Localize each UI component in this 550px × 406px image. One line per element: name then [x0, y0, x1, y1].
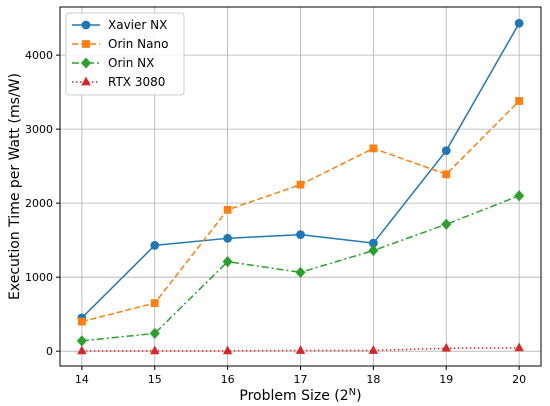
- data-point: [441, 146, 451, 156]
- legend-label: RTX 3080: [108, 75, 165, 89]
- legend-label: Orin Nano: [108, 37, 168, 51]
- x-tick-label: 20: [512, 373, 526, 386]
- data-point: [296, 230, 305, 240]
- y-tick-label: 4000: [25, 49, 53, 62]
- axis-ticks: 14 15 16 17 18 19 20 0 1000 2000 3000 4000: [25, 49, 526, 386]
- legend-item: Xavier NX: [72, 18, 167, 32]
- legend-marker: [82, 40, 90, 48]
- data-point: [150, 299, 159, 307]
- data-point: [223, 233, 233, 243]
- x-tick-label: 16: [221, 373, 235, 386]
- legend-label: Orin NX: [108, 56, 154, 70]
- legend-item: Orin Nano: [72, 37, 168, 51]
- legend-marker: [81, 20, 91, 30]
- series-orin-nano: [77, 97, 524, 326]
- data-point: [514, 342, 524, 352]
- data-point: [369, 144, 378, 153]
- data-point: [77, 345, 87, 355]
- x-axis-label: Problem Size (2N): [239, 387, 361, 405]
- series-rtx-3080: [77, 342, 524, 355]
- legend: Xavier NX Orin Nano Orin NX RTX 3080: [65, 12, 185, 96]
- y-axis-label: Execution Time per Watt (ms/W): [7, 73, 23, 300]
- y-tick-label: 3000: [25, 123, 53, 136]
- x-tick-label: 15: [148, 373, 162, 386]
- series-xavier-nx: [77, 18, 524, 323]
- x-tick-label: 19: [439, 373, 453, 386]
- series-layer: [76, 18, 525, 355]
- y-tick-label: 2000: [25, 197, 53, 210]
- x-tick-label: 17: [294, 373, 308, 386]
- data-point: [514, 18, 524, 28]
- legend-marker: [81, 76, 91, 86]
- data-point: [368, 345, 379, 354]
- legend-item: RTX 3080: [72, 75, 165, 89]
- data-point: [442, 170, 451, 179]
- legend-item: Orin NX: [72, 56, 154, 70]
- legend-marker: [80, 57, 92, 69]
- data-point: [295, 345, 306, 354]
- data-point: [295, 266, 306, 278]
- data-point: [222, 345, 233, 355]
- data-point: [296, 180, 305, 189]
- data-point: [441, 342, 451, 352]
- data-point: [222, 256, 233, 268]
- y-tick-label: 0: [46, 345, 53, 358]
- y-tick-label: 1000: [25, 271, 53, 284]
- series-orin-nx: [76, 190, 525, 347]
- x-tick-label: 14: [75, 373, 89, 386]
- data-point: [76, 335, 87, 347]
- data-point: [77, 317, 86, 326]
- data-point: [150, 240, 160, 250]
- data-point: [515, 97, 524, 105]
- data-point: [223, 205, 232, 214]
- x-tick-label: 18: [366, 373, 380, 386]
- data-point: [149, 327, 160, 340]
- data-point: [368, 244, 379, 257]
- legend-box: [65, 12, 185, 96]
- data-point: [441, 218, 452, 230]
- legend-label: Xavier NX: [108, 18, 167, 32]
- data-point: [150, 345, 160, 355]
- data-point: [514, 190, 525, 202]
